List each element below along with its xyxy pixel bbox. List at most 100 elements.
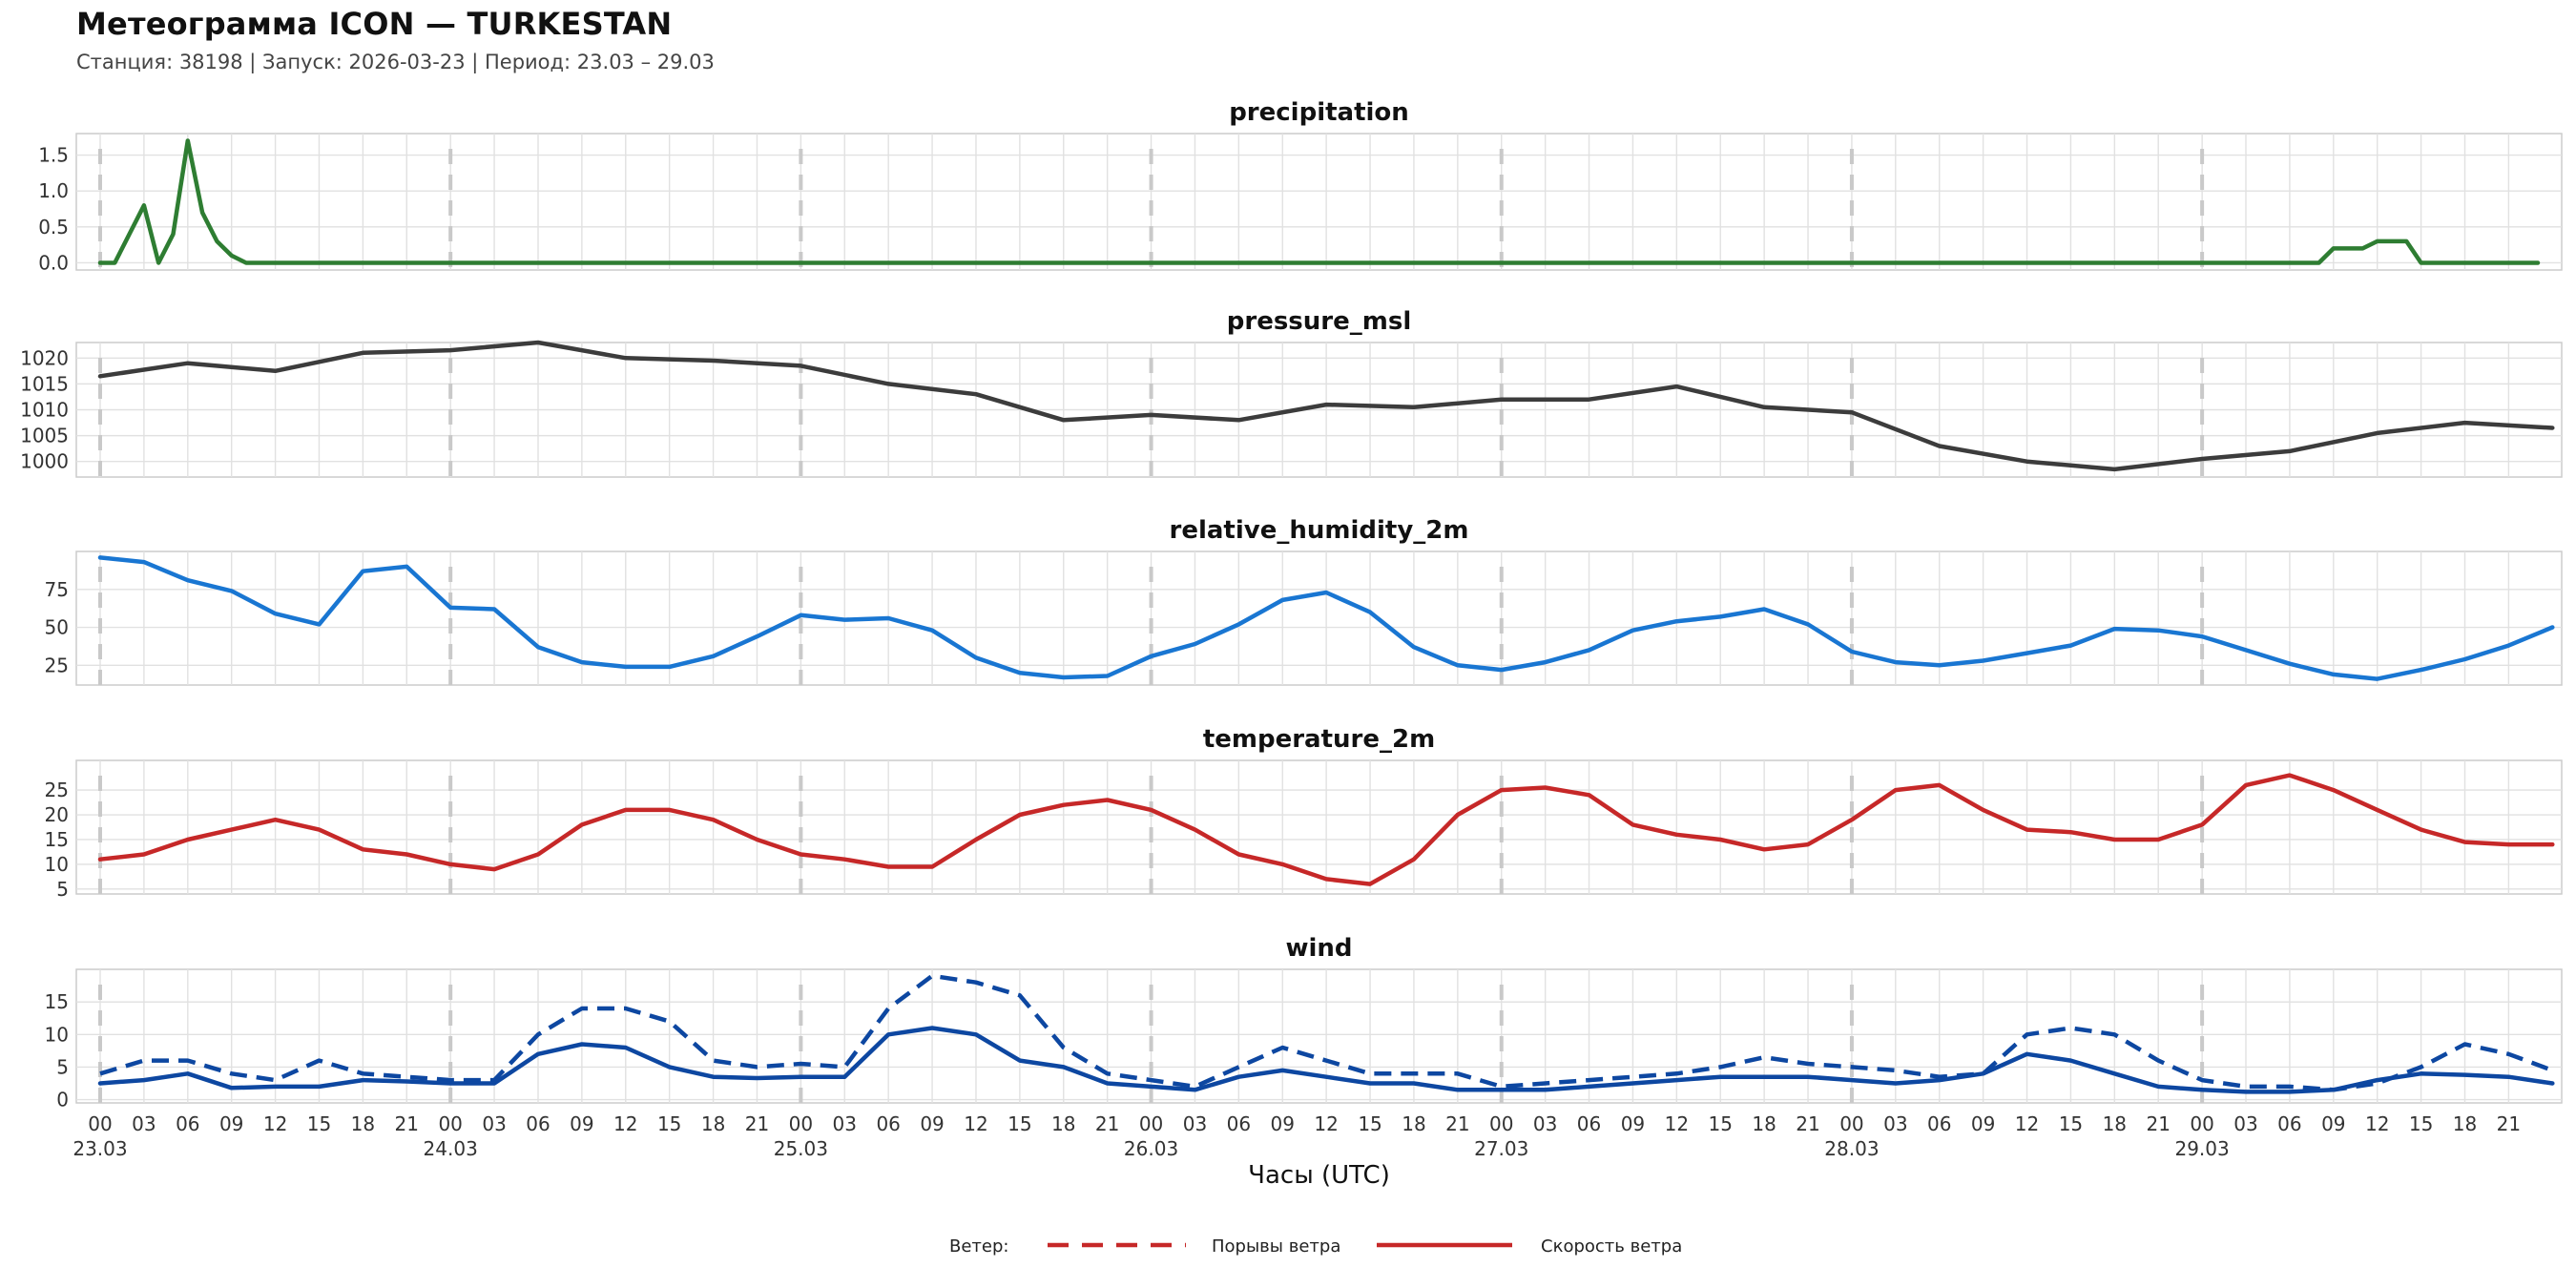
x-tick-label: 18 bbox=[351, 1112, 375, 1135]
x-tick-label: 21 bbox=[1796, 1112, 1819, 1135]
x-tick-label: 09 bbox=[1621, 1112, 1645, 1135]
y-tick-label: 10 bbox=[45, 1023, 69, 1046]
x-tick-label: 06 bbox=[1577, 1112, 1601, 1135]
x-tick-label: 06 bbox=[526, 1112, 550, 1135]
x-tick-label: 06 bbox=[876, 1112, 900, 1135]
x-tick-label: 03 bbox=[482, 1112, 506, 1135]
x-tick-label: 03 bbox=[833, 1112, 857, 1135]
x-tick-label: 00 bbox=[88, 1112, 112, 1135]
x-tick-label: 00 bbox=[2190, 1112, 2213, 1135]
x-tick-label: 15 bbox=[657, 1112, 681, 1135]
x-tick-label: 09 bbox=[1971, 1112, 1995, 1135]
x-axis: 00 03 06 09 12 15 18 21 00 03 06 09 12 15 18 21 00 03 06 09… bbox=[73, 1112, 2521, 1190]
y-tick-label: 0.5 bbox=[38, 216, 69, 239]
x-tick-label: 15 bbox=[2059, 1112, 2083, 1135]
x-tick-label: 06 bbox=[176, 1112, 199, 1135]
x-tick-label: 03 bbox=[1183, 1112, 1207, 1135]
x-tick-label: 18 bbox=[701, 1112, 725, 1135]
x-tick-label: 09 bbox=[570, 1112, 593, 1135]
x-tick-label: 15 bbox=[1709, 1112, 1733, 1135]
wind-panel: 0 5 10 15 wind bbox=[45, 934, 2563, 1111]
x-tick-label: 15 bbox=[2409, 1112, 2433, 1135]
y-tick-label: 5 bbox=[56, 1055, 69, 1078]
y-tick-label: 1.5 bbox=[38, 144, 69, 167]
y-tick-label: 25 bbox=[45, 654, 69, 676]
y-tick-label: 1.0 bbox=[38, 179, 69, 202]
x-tick-label: 12 bbox=[2365, 1112, 2389, 1135]
x-tick-label: 18 bbox=[1752, 1112, 1776, 1135]
plot-frame bbox=[75, 759, 2563, 895]
panel-title: relative_humidity_2m bbox=[1170, 516, 1469, 545]
x-tick-label: 21 bbox=[2497, 1112, 2521, 1135]
precipitation-line bbox=[97, 138, 2541, 265]
x-date-label: 28.03 bbox=[1824, 1137, 1879, 1160]
x-tick-label: 03 bbox=[132, 1112, 156, 1135]
legend-gust-label: Порывы ветра bbox=[1212, 1236, 1340, 1257]
x-tick-label: 00 bbox=[1489, 1112, 1513, 1135]
legend-speed-label: Скорость ветра bbox=[1541, 1236, 1682, 1257]
y-tick-label: 15 bbox=[45, 990, 69, 1013]
x-tick-label: 12 bbox=[263, 1112, 287, 1135]
legend-title: Ветер: bbox=[949, 1236, 1008, 1257]
x-tick-label: 18 bbox=[2103, 1112, 2127, 1135]
temperature-line bbox=[97, 773, 2555, 886]
humidity-panel: 25 50 75 relative_humidity_2m bbox=[45, 516, 2563, 686]
x-date-label: 26.03 bbox=[1124, 1137, 1178, 1160]
y-tick-label: 20 bbox=[45, 803, 69, 826]
x-date-label: 25.03 bbox=[774, 1137, 828, 1160]
x-tick-label: 15 bbox=[307, 1112, 331, 1135]
y-tick-label: 1005 bbox=[20, 425, 69, 447]
wind-gust-line bbox=[99, 973, 2554, 1092]
chart-title: Метеограмма ICON — TURKESTAN bbox=[76, 6, 673, 42]
pressure-panel: 1000 1005 1010 1015 1020 pressure_msl bbox=[20, 307, 2563, 478]
x-tick-label: 21 bbox=[395, 1112, 419, 1135]
x-tick-label: 21 bbox=[1445, 1112, 1469, 1135]
y-tick-label: 10 bbox=[45, 853, 69, 876]
x-tick-label: 12 bbox=[1665, 1112, 1689, 1135]
plot-frame bbox=[75, 551, 2563, 686]
humidity-line bbox=[97, 555, 2555, 681]
y-tick-label: 1000 bbox=[20, 450, 69, 473]
x-tick-label: 15 bbox=[1008, 1112, 1031, 1135]
x-date-label: 24.03 bbox=[424, 1137, 478, 1160]
y-tick-label: 15 bbox=[45, 828, 69, 851]
x-tick-label: 21 bbox=[745, 1112, 769, 1135]
x-tick-label: 06 bbox=[2277, 1112, 2301, 1135]
legend: Ветер: Порывы ветра Скорость ветра bbox=[949, 1236, 1682, 1257]
panel-title: wind bbox=[1285, 934, 1352, 963]
y-tick-label: 1020 bbox=[20, 346, 69, 369]
x-tick-label: 15 bbox=[1358, 1112, 1381, 1135]
y-tick-label: 50 bbox=[45, 616, 69, 639]
panel-title: pressure_msl bbox=[1227, 307, 1411, 336]
x-tick-label: 12 bbox=[2015, 1112, 2039, 1135]
y-tick-label: 0.0 bbox=[38, 251, 69, 274]
x-tick-label: 12 bbox=[964, 1112, 987, 1135]
x-tick-label: 21 bbox=[2146, 1112, 2170, 1135]
x-tick-label: 09 bbox=[2321, 1112, 2345, 1135]
pressure-line bbox=[97, 340, 2555, 472]
panel-title: precipitation bbox=[1229, 98, 1409, 127]
x-tick-label: 18 bbox=[2453, 1112, 2477, 1135]
x-tick-label: 00 bbox=[789, 1112, 813, 1135]
x-tick-label: 12 bbox=[613, 1112, 637, 1135]
y-tick-label: 0 bbox=[56, 1089, 69, 1111]
x-tick-label: 09 bbox=[920, 1112, 944, 1135]
x-tick-label: 06 bbox=[1227, 1112, 1251, 1135]
x-tick-label: 18 bbox=[1051, 1112, 1075, 1135]
x-tick-label: 00 bbox=[1839, 1112, 1863, 1135]
y-tick-label: 5 bbox=[56, 878, 69, 901]
x-tick-label: 18 bbox=[1402, 1112, 1425, 1135]
x-date-label: 29.03 bbox=[2174, 1137, 2229, 1160]
y-tick-label: 1010 bbox=[20, 399, 69, 422]
x-tick-label: 03 bbox=[1883, 1112, 1907, 1135]
plot-frame bbox=[75, 133, 2563, 271]
x-tick-label: 03 bbox=[2233, 1112, 2257, 1135]
x-tick-label: 09 bbox=[219, 1112, 243, 1135]
x-tick-label: 06 bbox=[1927, 1112, 1951, 1135]
x-tick-label: 12 bbox=[1314, 1112, 1338, 1135]
precipitation-panel: 0.0 0.5 1.0 1.5 precipitation bbox=[38, 98, 2563, 274]
panel-title: temperature_2m bbox=[1203, 725, 1435, 754]
y-tick-label: 1015 bbox=[20, 372, 69, 395]
